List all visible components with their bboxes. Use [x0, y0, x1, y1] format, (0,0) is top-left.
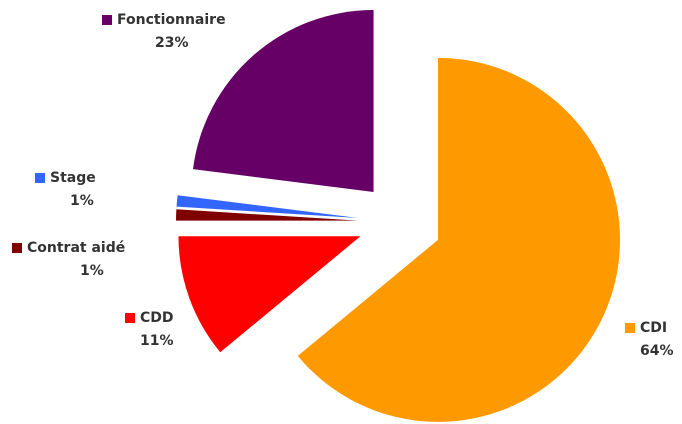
pie-slice: [192, 9, 374, 192]
slice-value-label: 1%: [70, 193, 94, 209]
slice-value-label: 1%: [80, 263, 104, 279]
slice-value-label: 64%: [640, 343, 674, 359]
slice-value-label: 23%: [155, 35, 189, 51]
slice-label: Contrat aidé: [27, 240, 125, 256]
slice-label: CDD: [140, 310, 174, 326]
legend-swatch: [12, 243, 22, 253]
slice-label: Stage: [50, 170, 96, 186]
slice-label: CDI: [640, 320, 667, 336]
legend-swatch: [35, 173, 45, 183]
pie-slice: [178, 236, 361, 353]
slice-value-label: 11%: [140, 333, 174, 349]
legend-swatch: [125, 313, 135, 323]
legend-swatch: [102, 15, 112, 25]
pie-slice: [297, 57, 621, 422]
legend-swatch: [625, 323, 635, 333]
pie-slice: [176, 195, 359, 219]
pie-slice: [176, 209, 359, 221]
slice-label: Fonctionnaire: [117, 12, 226, 28]
